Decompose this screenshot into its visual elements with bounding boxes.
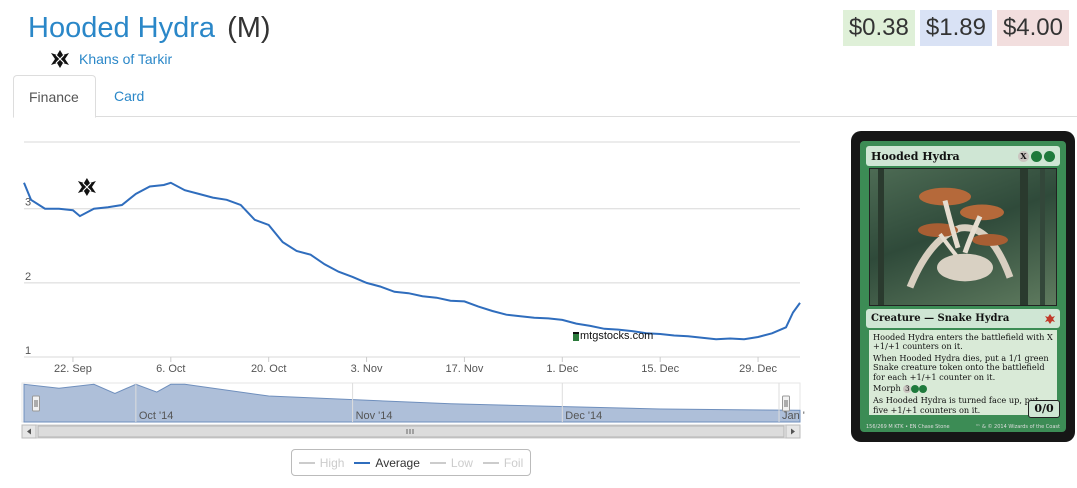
scrollbar-thumb[interactable] xyxy=(37,425,785,438)
page-title: Hooded Hydra (M) xyxy=(28,10,271,46)
artist-name: Chase Stone xyxy=(918,424,950,430)
x-tick-label: 6. Oct xyxy=(156,363,185,375)
tab-bar: Finance Card xyxy=(13,75,1077,118)
x-tick-label: 20. Oct xyxy=(251,363,286,375)
price-chart: 1 2 3 22. Sep 6. Oct 20. Oct 3. Nov 17. Nov 1. D… xyxy=(0,125,805,485)
legend-swatch xyxy=(354,461,371,464)
price-chart-svg: 1 2 3 22. Sep 6. Oct 20. Oct 3. Nov 17. Nov 1. D… xyxy=(21,141,805,439)
x-tick-label: 17. Nov xyxy=(445,363,483,375)
legend-swatch xyxy=(429,461,446,464)
legend-item-average[interactable]: Average xyxy=(354,455,420,470)
rules-paragraph: Hooded Hydra enters the battlefield with… xyxy=(873,332,1053,352)
card-image-name: Hooded Hydra xyxy=(871,149,960,163)
mana-green-icon: G xyxy=(911,385,920,394)
navigator-handle[interactable] xyxy=(32,395,40,412)
navigator-month-label: Nov '14 xyxy=(356,410,393,422)
card-type-line: Creature — Snake Hydra xyxy=(871,313,1010,324)
navigator-month-label: Dec '14 xyxy=(565,410,602,422)
legend-label: Low xyxy=(450,455,473,470)
set-row: Khans of Tarkir xyxy=(50,48,172,70)
mana-generic-icon: 3 xyxy=(903,385,912,394)
watermark: mtgstocks.com xyxy=(573,330,653,342)
mana-cost: X G G xyxy=(1018,150,1055,162)
legend-label: Foil xyxy=(503,455,524,470)
arrow-right-icon xyxy=(791,428,795,435)
card-footer: 156/269 M KTK • EN Chase Stone ™ & © 201… xyxy=(866,424,1060,430)
rules-paragraph: As Hooded Hydra is turned face up, put f… xyxy=(873,395,1039,415)
legend-label: Average xyxy=(375,455,420,470)
x-tick-label: 15. Dec xyxy=(641,363,679,375)
set-release-flag-icon xyxy=(77,178,96,196)
rules-paragraph: When Hooded Hydra dies, put a 1/1 green … xyxy=(873,352,1049,382)
y-tick-label: 3 xyxy=(25,197,31,209)
collector-info: 156/269 M KTK • EN Chase Stone xyxy=(866,424,950,430)
legend-label: High xyxy=(319,455,345,470)
tab-finance[interactable]: Finance xyxy=(13,75,96,118)
mana-green-icon: G xyxy=(1031,150,1042,162)
mana-green-icon: G xyxy=(1044,150,1055,162)
legend-item-high[interactable]: High xyxy=(298,455,345,470)
mana-x-icon: X xyxy=(1018,150,1029,162)
x-tick-label: 22. Sep xyxy=(54,363,92,375)
y-tick-label: 2 xyxy=(25,271,31,283)
khans-of-tarkir-set-icon xyxy=(51,50,69,68)
card-art xyxy=(869,168,1057,306)
legend-item-low[interactable]: Low xyxy=(429,455,473,470)
hydra-art-illustration xyxy=(878,169,1045,305)
legend-item-foil[interactable]: Foil xyxy=(482,455,524,470)
navigator-month-label: Oct '14 xyxy=(139,410,174,422)
legend-swatch xyxy=(298,461,315,464)
high-price-badge: $4.00 xyxy=(996,10,1069,46)
y-tick-label: 1 xyxy=(25,345,31,357)
mana-green-icon: G xyxy=(919,385,928,394)
tab-card[interactable]: Card xyxy=(114,88,145,104)
x-tick-label: 1. Dec xyxy=(546,363,578,375)
price-badges: $0.38 $1.89 $4.00 xyxy=(842,10,1069,46)
low-price-badge: $0.38 xyxy=(842,10,915,46)
card-name-bar: Hooded Hydra X G G xyxy=(866,146,1060,166)
card-image: Hooded Hydra X G G xyxy=(851,131,1075,442)
navigator-month-label: Jan '15 xyxy=(782,410,805,422)
watermark-text: mtgstocks.com xyxy=(580,330,654,342)
chart-legend: High Average Low Foil xyxy=(291,449,531,476)
set-symbol-icon xyxy=(1045,313,1055,324)
card-rarity: (M) xyxy=(227,12,271,44)
set-name-link[interactable]: Khans of Tarkir xyxy=(79,51,173,67)
morph-keyword: Morph xyxy=(873,383,901,394)
card-frame: Hooded Hydra X G G xyxy=(860,141,1066,432)
power-toughness: 0/0 xyxy=(1028,400,1060,418)
mtgstocks-logo-icon xyxy=(573,331,579,341)
navigator-series-area xyxy=(23,383,801,423)
arrow-left-icon xyxy=(27,428,31,435)
card-name-link[interactable]: Hooded Hydra xyxy=(28,12,215,44)
card-rules-text: Hooded Hydra enters the battlefield with… xyxy=(869,330,1057,415)
navigator-handle[interactable] xyxy=(782,395,790,412)
card-type-bar: Creature — Snake Hydra xyxy=(866,309,1060,328)
collector-number: 156/269 M xyxy=(866,424,893,430)
x-tick-label: 3. Nov xyxy=(351,363,383,375)
set-line: KTK • EN xyxy=(894,424,917,430)
copyright: ™ & © 2014 Wizards of the Coast xyxy=(975,424,1060,430)
average-price-badge: $1.89 xyxy=(919,10,992,46)
legend-swatch xyxy=(482,461,499,464)
average-price-line xyxy=(23,181,801,341)
x-tick-label: 29. Dec xyxy=(739,363,777,375)
